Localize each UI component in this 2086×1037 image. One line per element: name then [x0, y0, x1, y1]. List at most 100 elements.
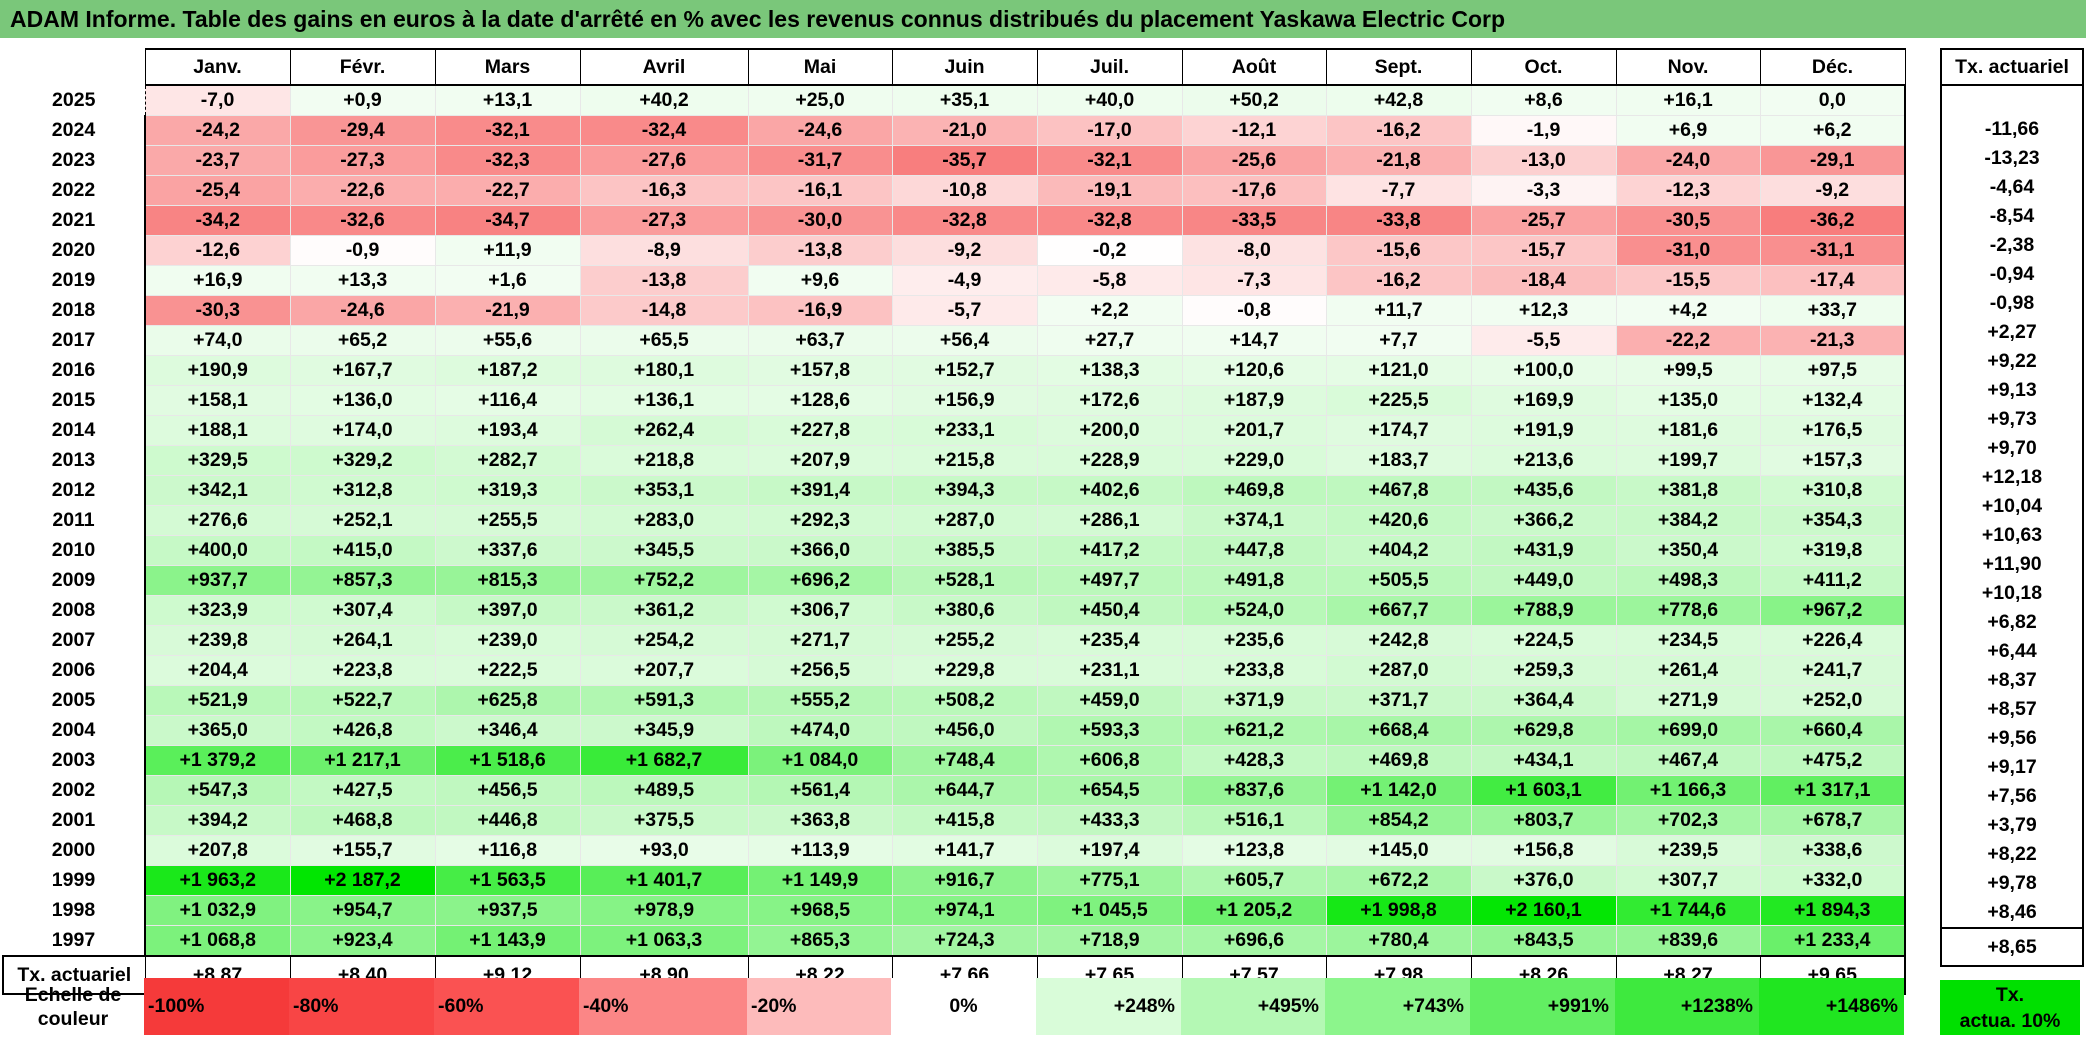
year-actuarial-rate: -0,94	[1940, 260, 2084, 289]
year-label: 2013	[51, 449, 96, 471]
month-header: Juin	[891, 48, 1038, 86]
year-row: 2018 -30,3 -24,6 -21,9 -14,8 -16,9 -5,7 +2,2 -0,…	[3, 295, 1906, 326]
gain-cell: +1 998,8	[1325, 895, 1472, 926]
gain-cell: +803,7	[1470, 805, 1617, 836]
gain-cell: +204,4	[144, 655, 291, 686]
gain-cell: +123,8	[1181, 835, 1327, 866]
gain-cell: +93,0	[579, 835, 749, 866]
gain-cell: +0,9	[289, 84, 436, 116]
gain-cell: +40,0	[1036, 84, 1183, 116]
gain-cell: +854,2	[1325, 805, 1472, 836]
gain-cell: +224,5	[1470, 625, 1617, 656]
month-header: Janv.	[144, 48, 291, 86]
gain-cell: +696,6	[1181, 925, 1327, 957]
color-scale-swatch: +991%	[1470, 978, 1615, 1035]
gain-cell: +605,7	[1181, 865, 1327, 896]
gain-cell: +505,5	[1325, 565, 1472, 596]
gain-cell: -34,7	[434, 205, 581, 236]
year-actuarial-rate: +8,57	[1940, 695, 2084, 724]
side-row: +9,78	[1940, 869, 2084, 898]
gain-cell: +152,7	[891, 355, 1038, 386]
gain-cell: +201,7	[1181, 415, 1327, 446]
gain-cell: +271,9	[1615, 685, 1761, 716]
gain-cell: +672,2	[1325, 865, 1472, 896]
actuarial-rate-table: Tx. actuariel -11,66 -13,23 -4,64 -8,54 -2,38…	[1940, 48, 2084, 967]
side-row: +9,22	[1940, 347, 2084, 376]
year-actuarial-rate: +9,73	[1940, 405, 2084, 434]
gain-cell: -16,3	[579, 175, 749, 206]
gain-cell: -30,5	[1615, 205, 1761, 236]
color-scale-label-line1: Echelle de	[24, 983, 122, 1006]
year-actuarial-rate	[1940, 85, 2084, 115]
gain-cell: +283,0	[579, 505, 749, 536]
gain-cell: +420,6	[1325, 505, 1472, 536]
gain-cell: +264,1	[289, 625, 436, 656]
month-header: Févr.	[289, 48, 436, 86]
month-header: Mai	[747, 48, 893, 86]
year-actuarial-rate: -4,64	[1940, 173, 2084, 202]
month-header: Août	[1181, 48, 1327, 86]
year-label: 1998	[51, 899, 96, 921]
gain-cell: +233,1	[891, 415, 1038, 446]
color-scale-swatch: +1238%	[1615, 978, 1759, 1035]
month-header: Nov.	[1615, 48, 1761, 86]
gain-cell: +475,2	[1759, 745, 1906, 776]
gain-cell: +11,7	[1325, 295, 1472, 326]
gain-cell: +33,7	[1759, 295, 1906, 326]
gain-cell: -15,7	[1470, 235, 1617, 266]
gain-cell: +1 032,9	[144, 895, 291, 926]
month-header: Avril	[579, 48, 749, 86]
gain-cell: -32,1	[434, 115, 581, 146]
gain-cell: -16,2	[1325, 115, 1472, 146]
side-row: -0,98	[1940, 289, 2084, 318]
gain-cell: +207,7	[579, 655, 749, 686]
gain-cell: +228,9	[1036, 445, 1183, 476]
side-row: +7,56	[1940, 782, 2084, 811]
gain-cell: +155,7	[289, 835, 436, 866]
side-row: +8,37	[1940, 666, 2084, 695]
year-row: 2022 -25,4 -22,6 -22,7 -16,3 -16,1 -10,8 -19,1-…	[3, 175, 1906, 206]
gain-cell: +1 963,2	[144, 865, 291, 896]
gain-cell: +561,4	[747, 775, 893, 806]
gain-cell: +778,6	[1615, 595, 1761, 626]
year-row: 2005 +521,9 +522,7 +625,8 +591,3 +555,2 +508,2…	[3, 685, 1906, 716]
side-row: -0,94	[1940, 260, 2084, 289]
year-label: 2012	[51, 479, 96, 501]
gain-cell: -22,6	[289, 175, 436, 206]
gain-cell: +660,4	[1759, 715, 1906, 746]
gain-cell: +74,0	[144, 325, 291, 356]
year-actuarial-rate: +6,44	[1940, 637, 2084, 666]
gain-cell: -14,8	[579, 295, 749, 326]
gain-cell: -15,6	[1325, 235, 1472, 266]
gain-cell: +621,2	[1181, 715, 1327, 746]
gain-cell: +748,4	[891, 745, 1038, 776]
gain-cell: +235,6	[1181, 625, 1327, 656]
gain-cell: +467,4	[1615, 745, 1761, 776]
gain-cell: +815,3	[434, 565, 581, 596]
gain-cell: +13,3	[289, 265, 436, 296]
gain-cell: +380,6	[891, 595, 1038, 626]
gain-cell: +235,4	[1036, 625, 1183, 656]
gain-cell: +528,1	[891, 565, 1038, 596]
side-row: +9,73	[1940, 405, 2084, 434]
gain-cell: +354,3	[1759, 505, 1906, 536]
gain-cell: +227,8	[747, 415, 893, 446]
year-label: 1997	[51, 928, 96, 951]
gain-cell: +262,4	[579, 415, 749, 446]
gain-cell: +447,8	[1181, 535, 1327, 566]
gain-cell: -36,2	[1759, 205, 1906, 236]
gain-cell: +668,4	[1325, 715, 1472, 746]
gain-cell: +2,2	[1036, 295, 1183, 326]
gain-cell: +100,0	[1470, 355, 1617, 386]
gain-cell: -0,9	[289, 235, 436, 266]
year-actuarial-rate: +8,22	[1940, 840, 2084, 869]
gain-cell: +404,2	[1325, 535, 1472, 566]
year-label: 2019	[51, 269, 96, 291]
header-corner	[3, 49, 145, 85]
gain-cell: +8,6	[1470, 84, 1617, 116]
gain-cell: -34,2	[144, 205, 291, 236]
gain-cell: +1 217,1	[289, 745, 436, 776]
gain-cell: +474,0	[747, 715, 893, 746]
gain-cell: +16,9	[144, 265, 291, 296]
gain-cell: -15,5	[1615, 265, 1761, 296]
